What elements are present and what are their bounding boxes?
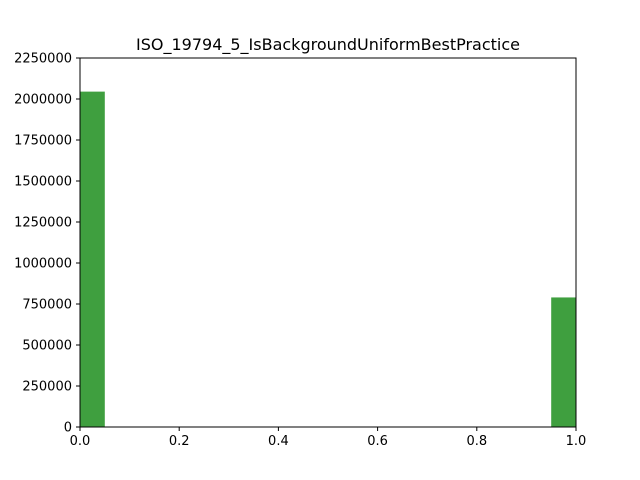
x-tick-label: 0.2 (169, 434, 190, 449)
y-tick-label: 1250000 (14, 216, 72, 231)
y-tick-label: 0 (64, 421, 72, 436)
y-tick-label: 750000 (22, 298, 72, 313)
x-axis-ticks: 0.0 0.2 0.4 0.6 0.8 1.0 (70, 427, 587, 449)
y-tick-label: 1750000 (14, 134, 72, 149)
histogram-bar-1 (80, 91, 105, 428)
histogram-bar-2 (551, 297, 576, 427)
y-axis-ticks: 0 250000 500000 750000 1000000 1250000 1500000… (14, 52, 80, 436)
chart-title: ISO_19794_5_IsBackgroundUniformBestPract… (136, 35, 520, 55)
y-tick-label: 1500000 (14, 175, 72, 190)
x-tick-label: 0.6 (367, 434, 388, 449)
y-tick-label: 500000 (22, 339, 72, 354)
x-tick-label: 1.0 (566, 434, 587, 449)
plot-frame (79, 57, 577, 428)
bars-group (80, 91, 576, 428)
x-tick-label: 0.0 (70, 434, 91, 449)
x-tick-label: 0.8 (466, 434, 487, 449)
y-tick-label: 2250000 (14, 52, 72, 67)
y-tick-label: 2000000 (14, 93, 72, 108)
y-tick-label: 250000 (22, 380, 72, 395)
y-tick-label: 1000000 (14, 257, 72, 272)
x-tick-label: 0.4 (268, 434, 289, 449)
